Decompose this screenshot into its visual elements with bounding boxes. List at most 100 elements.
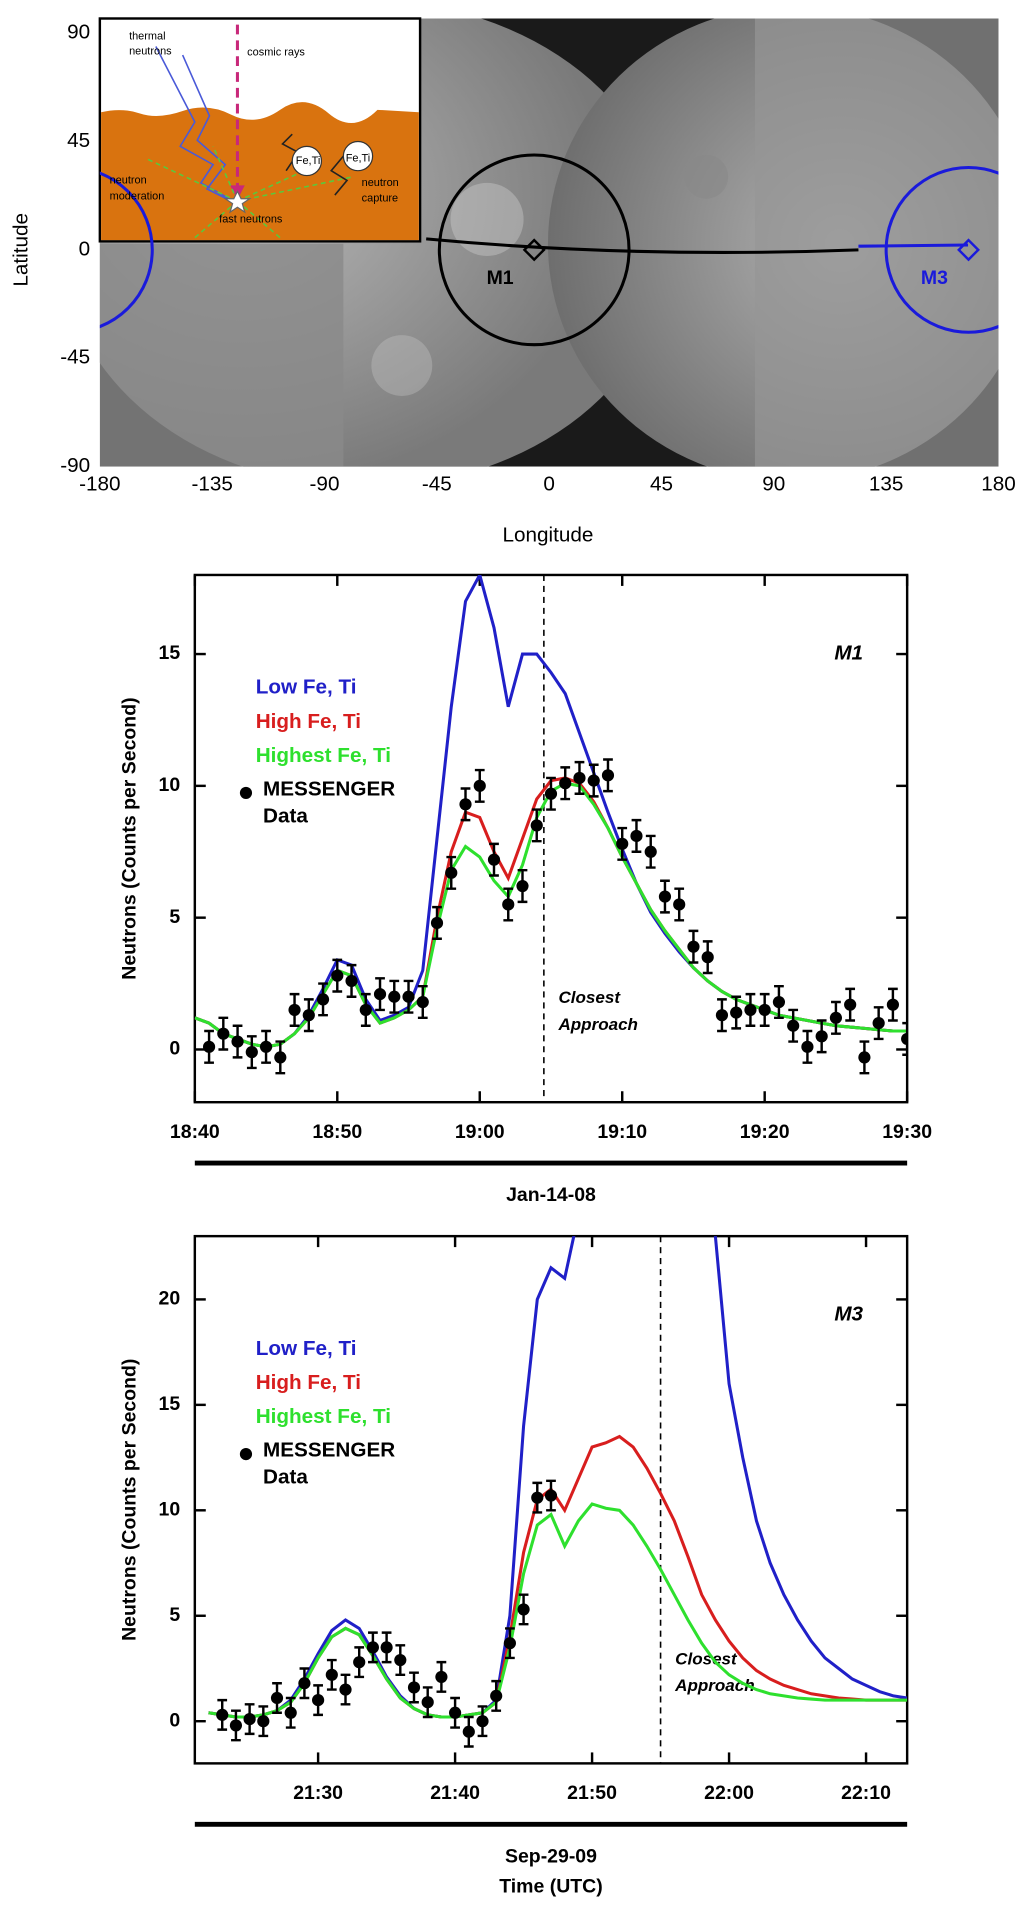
inset-label: fast neutrons [219,213,283,225]
data-point [388,990,401,1003]
data-point [758,1003,771,1017]
y-tick-label: -45 [60,346,90,369]
legend-entry: High Fe, Ti [256,1371,361,1394]
data-point [701,951,714,964]
data-point [872,1017,885,1030]
y-tick-label: 0 [169,1709,180,1731]
data-point [345,974,358,988]
data-point [673,898,686,911]
x-tick-label: 19:20 [740,1121,790,1143]
data-point [886,998,899,1011]
x-tick-label: 180 [981,472,1016,495]
footprint-circle [437,153,631,347]
footprint-circle [99,171,154,329]
panel-label: M3 [834,1303,863,1326]
data-point [312,1694,325,1707]
data-point [259,1040,273,1053]
inset-label: Fe,Ti [296,155,321,167]
y-axis-label: Neutrons (Counts per Second) [118,1359,140,1641]
data-point [445,866,458,879]
data-point [459,798,472,811]
data-point [274,1051,287,1064]
x-tick-label: 19:30 [882,1121,932,1143]
legend-entry: Highest Fe, Ti [256,1405,391,1428]
data-point [325,1668,338,1681]
data-point [298,1677,311,1690]
inset-label: neutron capture [362,177,399,205]
x-tick-label: 0 [543,472,555,495]
plot-frame [193,573,909,1104]
y-tick-label: 0 [169,1038,180,1060]
data-point [373,988,387,1001]
data-point [284,1706,297,1719]
data-point [394,1653,407,1667]
data-point [503,1637,516,1650]
y-tick-label: 5 [169,906,180,928]
x-tick-label: 135 [869,472,904,495]
data-point [288,1003,301,1017]
data-point [601,769,615,782]
data-point [231,1035,244,1048]
legend-entry: MESSENGER Data [263,778,395,828]
data-point [517,1603,530,1616]
y-tick-label: -90 [60,454,90,477]
x-axis-label: Time (UTC) [499,1876,602,1898]
model-line [208,1434,908,1719]
closest-approach-label: Closest [558,988,621,1007]
marker-diamond [957,238,980,262]
data-point [487,853,501,866]
data-point [245,1046,258,1059]
data-point [462,1725,475,1738]
data-point [616,837,629,850]
data-point [815,1030,828,1043]
data-point [402,990,415,1003]
data-point [473,779,486,792]
data-point [801,1040,814,1053]
marker-label: M1 [487,267,514,289]
x-tick-label: 90 [762,472,785,495]
x-tick-label: -90 [310,472,340,495]
x-tick-label: -135 [191,472,232,495]
y-tick-label: 20 [159,1288,181,1310]
date-label: Sep-29-09 [505,1845,597,1867]
inset-diagram [98,17,422,243]
data-point [353,1656,366,1669]
y-tick-label: 15 [159,1393,181,1415]
x-tick-label: 21:50 [567,1782,617,1804]
error-bar [902,1021,908,1056]
data-point [421,1696,434,1709]
y-tick-label: 45 [67,129,90,152]
data-point [744,1003,757,1017]
data-point [359,1003,372,1017]
data-point [490,1689,503,1702]
y-tick-label: 5 [169,1604,180,1626]
data-point [502,898,515,911]
x-tick-label: 18:40 [170,1121,220,1143]
x-tick-label: 22:10 [841,1782,891,1804]
data-point [573,771,586,785]
data-point [229,1719,243,1732]
inset-label: neutron moderation [110,174,165,202]
inset-label: cosmic rays [247,46,305,58]
data-point [858,1051,871,1064]
y-axis-label: Neutrons (Counts per Second) [118,697,140,979]
closest-approach-label: Approach [557,1015,637,1034]
data-point [772,995,786,1009]
y-tick-label: 15 [159,642,181,664]
map-markers [99,153,999,347]
data-point [366,1641,379,1654]
footprint-circle [884,165,999,334]
data-point [202,1040,216,1053]
data-point [316,993,330,1006]
closest-approach-label: Closest [675,1649,738,1668]
data-point [658,890,672,903]
data-point [587,774,600,787]
data-point [331,969,344,982]
inset-label: Fe,Ti [346,152,371,164]
date-label: Jan-14-08 [506,1184,596,1206]
plot-area [208,1236,908,1748]
data-point [217,1027,230,1040]
x-axis-label: Longitude [502,523,593,546]
legend-marker [239,786,253,800]
